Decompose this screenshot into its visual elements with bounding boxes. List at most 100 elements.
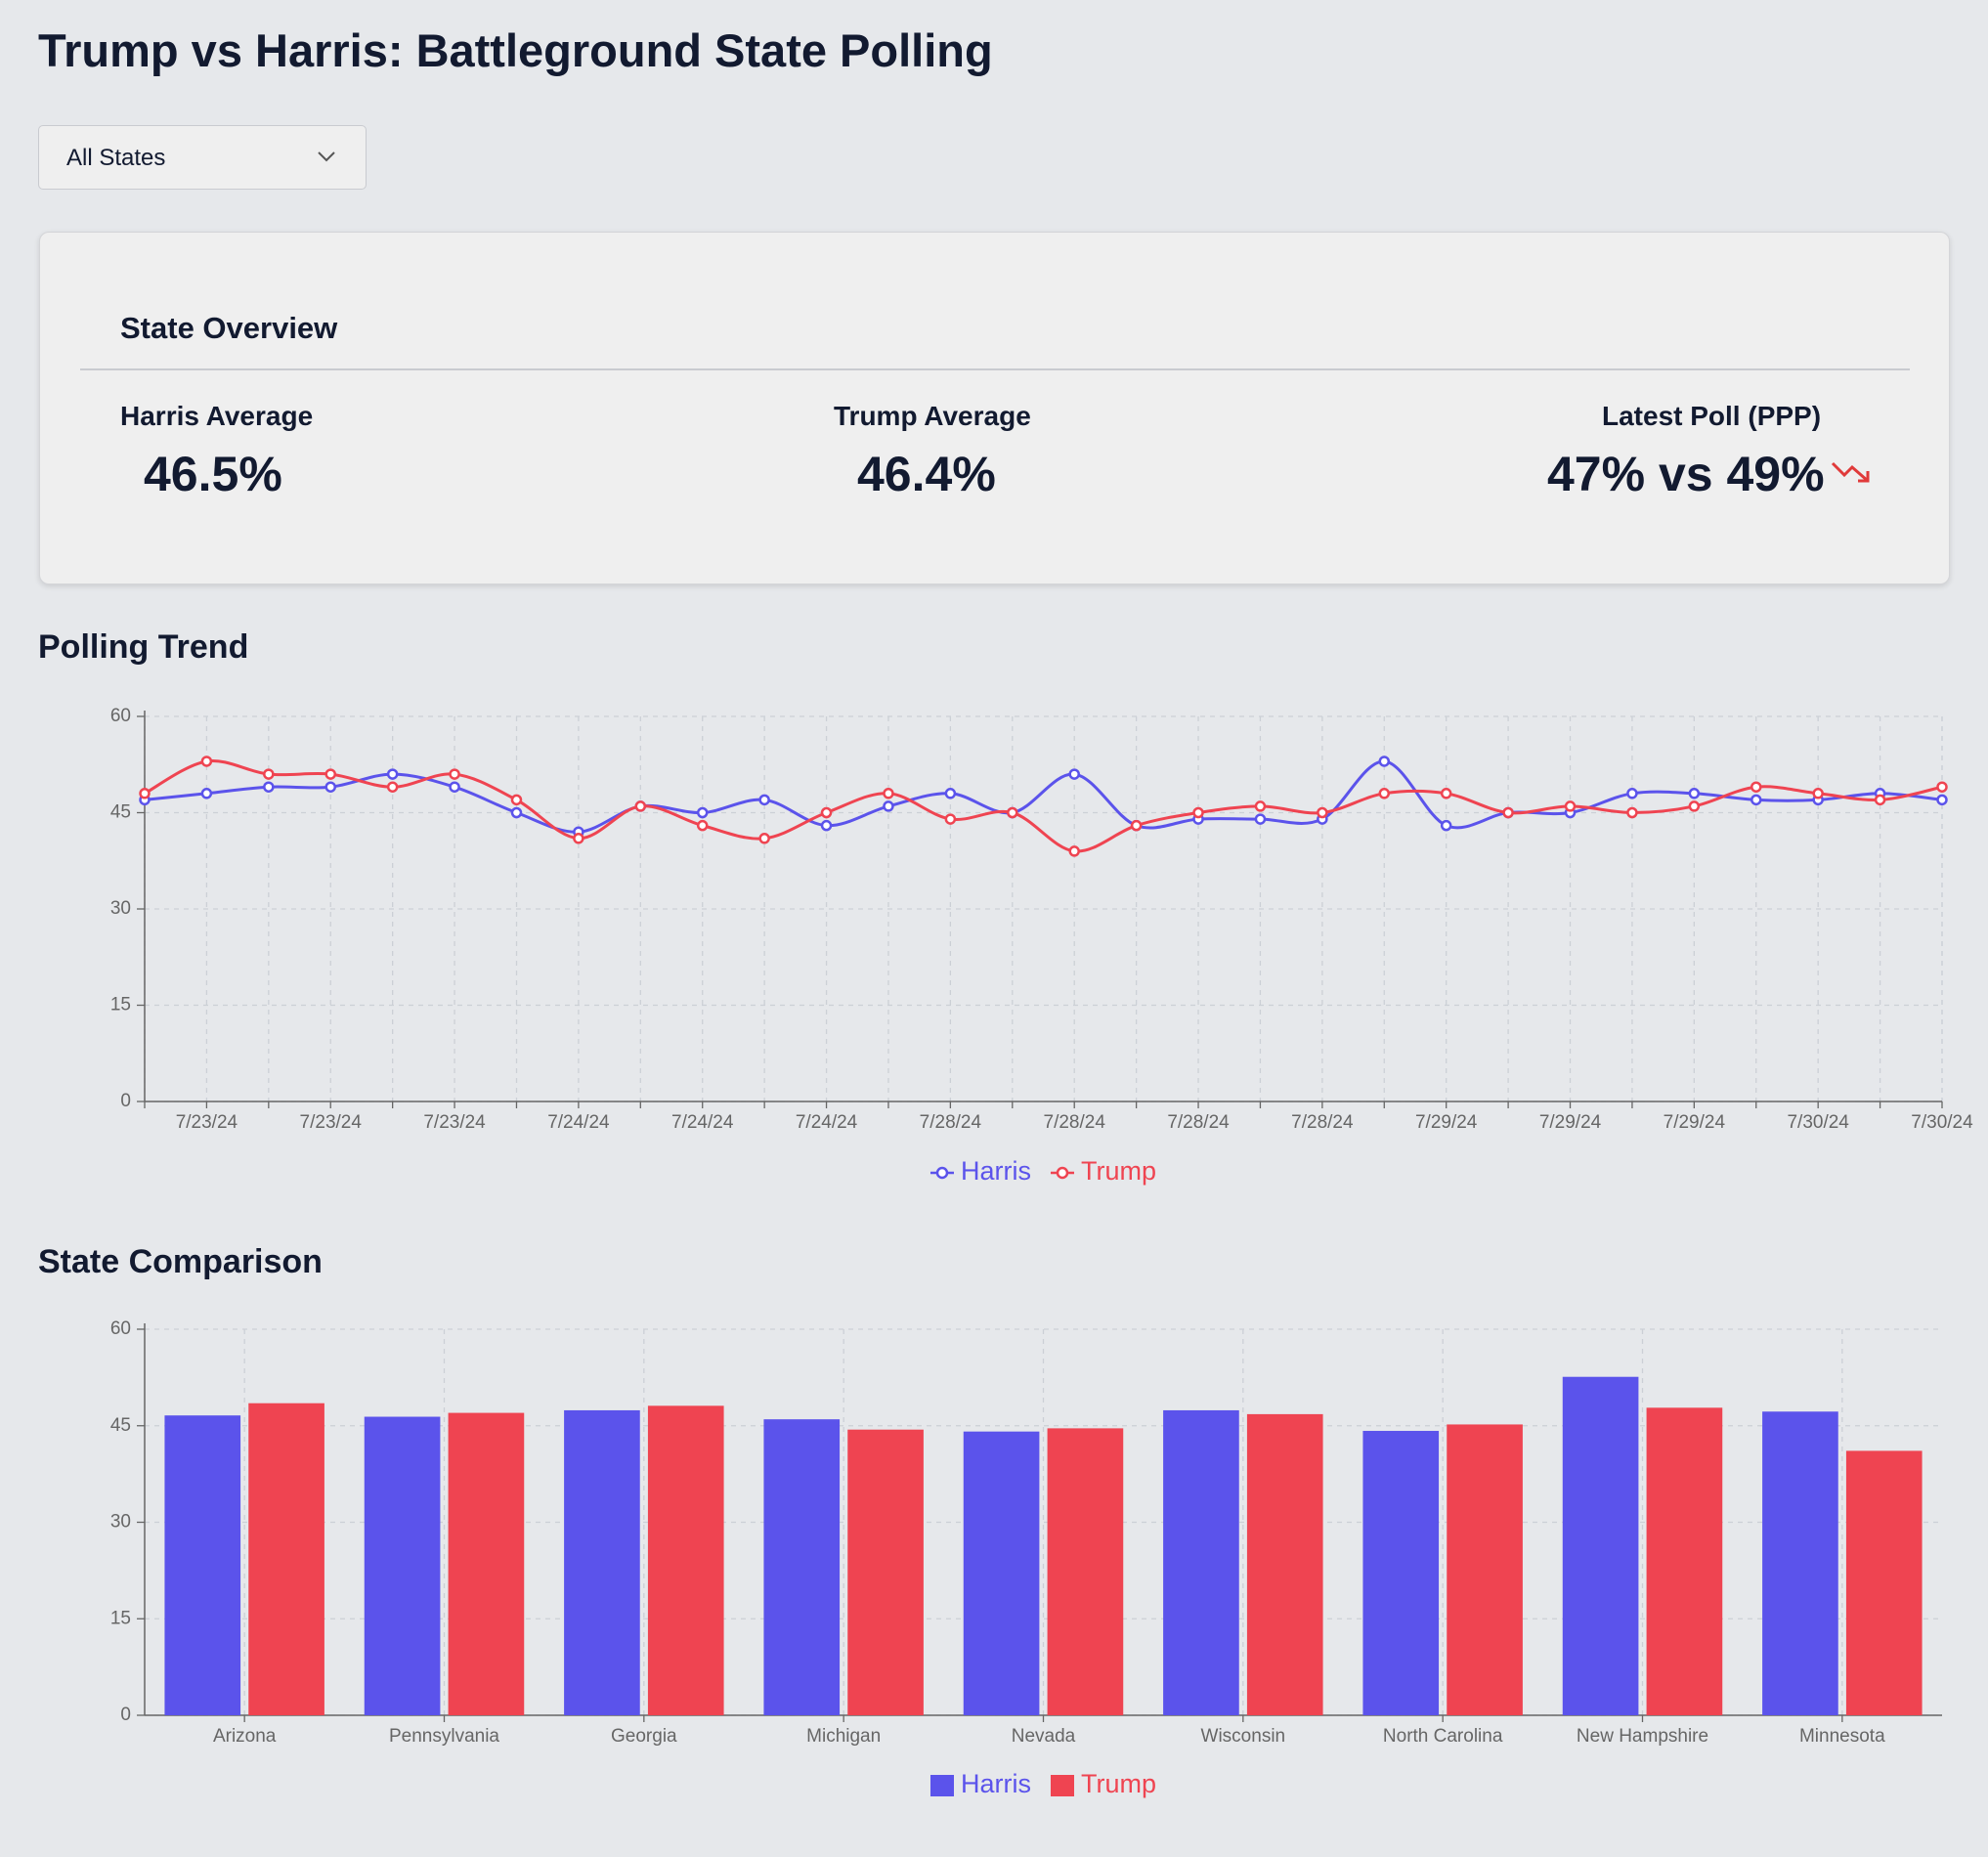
point [883,788,894,799]
bar [164,1415,241,1715]
x-tick-label: 7/23/24 [300,1112,363,1133]
point [1440,819,1452,832]
point [324,768,336,780]
bar [1362,1431,1440,1715]
x-tick-label: 7/29/24 [1415,1112,1478,1133]
overview-card: State Overview Harris Average 46.5% Trum… [39,232,1950,584]
y-tick-label: 45 [110,802,131,823]
x-tick-label: 7/28/24 [920,1112,982,1133]
bar [1047,1428,1124,1715]
point [758,794,770,806]
x-tick-label: Pennsylvania [389,1726,499,1747]
point [1936,781,1948,793]
stat-value: 46.5% [144,447,282,501]
legend-label: Harris [961,1769,1031,1798]
bar [364,1416,441,1715]
x-tick-label: 7/28/24 [1044,1112,1106,1133]
legend-icon [929,1775,954,1796]
point [1068,845,1080,857]
point [324,781,336,793]
bar [1562,1376,1639,1715]
point [1254,813,1267,825]
x-tick-label: 7/28/24 [1167,1112,1230,1133]
y-tick-label: 0 [120,1705,131,1725]
x-tick-label: 7/30/24 [1911,1112,1973,1133]
legend: Harris Trump [929,1156,1156,1186]
x-tick-label: 7/24/24 [796,1112,858,1133]
point [696,819,709,832]
stat-value: 46.4% [857,447,996,501]
bar [1447,1424,1523,1715]
legend-label: Trump [1081,1769,1156,1798]
point [1626,788,1638,799]
x-tick-label: Georgia [611,1726,677,1747]
legend-label: Harris [961,1156,1031,1186]
point [883,800,894,812]
x-tick-label: 7/29/24 [1664,1112,1726,1133]
chart-title: State Comparison [38,1243,323,1280]
point [1812,788,1824,799]
point [1936,794,1948,806]
point [263,768,275,780]
point [634,800,647,812]
point [1626,806,1638,819]
page-title: Trump vs Harris: Battleground State Poll… [38,24,993,76]
bar [564,1409,640,1715]
point [573,833,584,844]
x-tick-label: 7/28/24 [1291,1112,1354,1133]
legend-label: Trump [1081,1156,1156,1186]
x-tick-label: Nevada [1012,1726,1076,1747]
point [1688,800,1701,812]
point [386,768,399,780]
point [1068,768,1080,780]
bar [1246,1413,1323,1715]
point [758,833,770,844]
point [1378,788,1391,799]
separator [80,368,1910,370]
point [386,781,399,793]
y-tick-label: 30 [110,898,131,919]
card-title: State Overview [120,311,338,345]
point [510,806,523,819]
state-dropdown[interactable]: All States [38,125,367,190]
point [200,788,213,799]
point [1192,806,1204,819]
x-tick-label: 7/29/24 [1539,1112,1602,1133]
dropdown-label: All States [66,145,166,171]
x-tick-label: Minnesota [1799,1726,1885,1747]
point [1007,806,1018,819]
bar [963,1431,1040,1715]
point [1750,794,1762,806]
x-tick-label: Wisconsin [1201,1726,1286,1747]
chart-title: Polling Trend [38,628,248,666]
x-tick-label: 7/23/24 [176,1112,238,1133]
point [139,788,151,799]
x-tick-label: Arizona [213,1726,277,1747]
y-tick-label: 15 [110,995,131,1015]
x-tick-label: 7/23/24 [423,1112,486,1133]
bar [1762,1411,1838,1715]
x-tick-label: 7/24/24 [671,1112,734,1133]
bar [1845,1450,1923,1715]
y-tick-label: 15 [110,1608,131,1628]
point [200,756,213,767]
point [1564,800,1577,812]
series-line [144,758,1943,853]
point [820,806,833,819]
stat-label: Trump Average [834,401,1031,431]
legend: Harris Trump [929,1769,1156,1798]
point [820,819,833,832]
point [1317,806,1328,819]
point [1502,806,1514,819]
x-tick-label: 7/24/24 [547,1112,610,1133]
bar [763,1419,841,1715]
bar [448,1412,525,1715]
legend-icon [1056,1166,1069,1180]
y-tick-label: 0 [120,1091,131,1111]
y-tick-label: 60 [110,706,131,726]
y-tick-label: 60 [110,1318,131,1339]
stat-label: Latest Poll (PPP) [1602,401,1822,431]
point [944,813,957,825]
